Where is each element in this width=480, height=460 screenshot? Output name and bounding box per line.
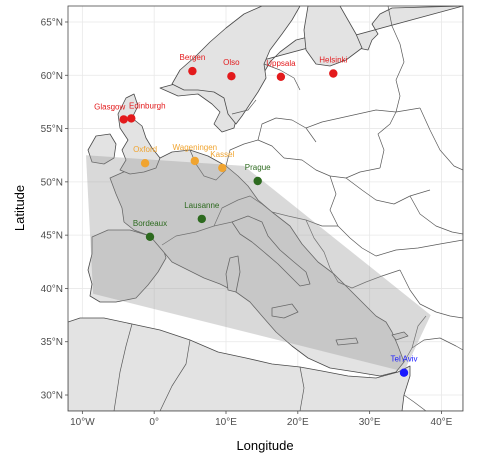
land-corsica-sardinia: [225, 255, 241, 293]
hull-polygon: [86, 155, 431, 372]
land-ireland: [87, 133, 117, 165]
city-label-olso: Olso: [223, 58, 240, 67]
y-tick-label-1: 35°N: [41, 337, 63, 348]
city-point-tel-aviv: [399, 368, 409, 377]
y-tick-label-3: 45°N: [41, 231, 63, 242]
city-label-bergen: Bergen: [180, 53, 206, 62]
land-sicily: [271, 303, 299, 319]
city-point-wageningen: [190, 156, 199, 166]
x-tick-label-5: 40°E: [431, 417, 453, 428]
city-label-helsinki: Helsinki: [319, 56, 347, 65]
y-axis-title: Latitude: [12, 185, 27, 231]
city-point-edinburgh: [127, 114, 136, 123]
city-point-oxford: [140, 159, 150, 168]
city-point-helsinki: [329, 69, 338, 78]
city-point-bordeaux: [145, 232, 155, 241]
city-labels: Glasgow Edinburgh Bergen Olso Uppsala Helsink…: [94, 53, 417, 364]
city-point-prague: [253, 176, 262, 186]
land-iberia: [87, 229, 167, 303]
city-label-kassel: Kassel: [210, 150, 234, 159]
land-cyprus: [391, 331, 409, 341]
city-point-lausanne: [197, 214, 206, 224]
land-italy: [231, 215, 311, 287]
city-point-bergen: [188, 66, 197, 76]
city-label-lausanne: Lausanne: [184, 201, 220, 210]
city-points: [119, 66, 409, 377]
x-axis-title: Longitude: [236, 438, 293, 453]
y-tick-label-7: 65°N: [41, 17, 63, 28]
city-label-oxford: Oxford: [133, 145, 157, 154]
land-finland: [303, 6, 363, 67]
city-point-kassel: [218, 163, 227, 173]
x-tick-label-2: 10°E: [215, 417, 237, 428]
city-label-wageningen: Wageningen: [172, 143, 217, 152]
x-tick-label-3: 20°E: [287, 417, 309, 428]
land-masses: [68, 6, 463, 411]
city-label-bordeaux: Bordeaux: [133, 219, 167, 228]
land-france: [109, 149, 405, 377]
city-label-tel-aviv: Tel Aviv: [391, 355, 418, 364]
x-axis: 10°W 0° 10°E 20°E 30°E 40°E: [70, 411, 453, 428]
city-label-uppsala: Uppsala: [266, 59, 296, 68]
x-tick-label-1: 0°: [149, 417, 159, 428]
city-point-uppsala: [276, 72, 286, 82]
x-tick-label-4: 30°E: [359, 417, 381, 428]
panel-border: [67, 5, 464, 412]
y-axis: 30°N 35°N 40°N 45°N 50°N 55°N 60°N 65°N: [41, 17, 68, 402]
y-tick-label-5: 55°N: [41, 124, 63, 135]
city-label-prague: Prague: [245, 163, 271, 172]
city-label-edinburgh: Edinburgh: [129, 101, 165, 110]
city-label-glasgow: Glasgow: [94, 102, 125, 111]
x-tick-label-0: 10°W: [70, 417, 95, 428]
city-point-olso: [227, 72, 236, 81]
y-tick-label-4: 50°N: [41, 177, 63, 188]
city-point-glasgow: [119, 115, 128, 124]
y-tick-label-0: 30°N: [41, 391, 63, 402]
y-tick-label-6: 60°N: [41, 71, 63, 82]
land-crete: [335, 337, 359, 346]
y-tick-label-2: 40°N: [41, 284, 63, 295]
